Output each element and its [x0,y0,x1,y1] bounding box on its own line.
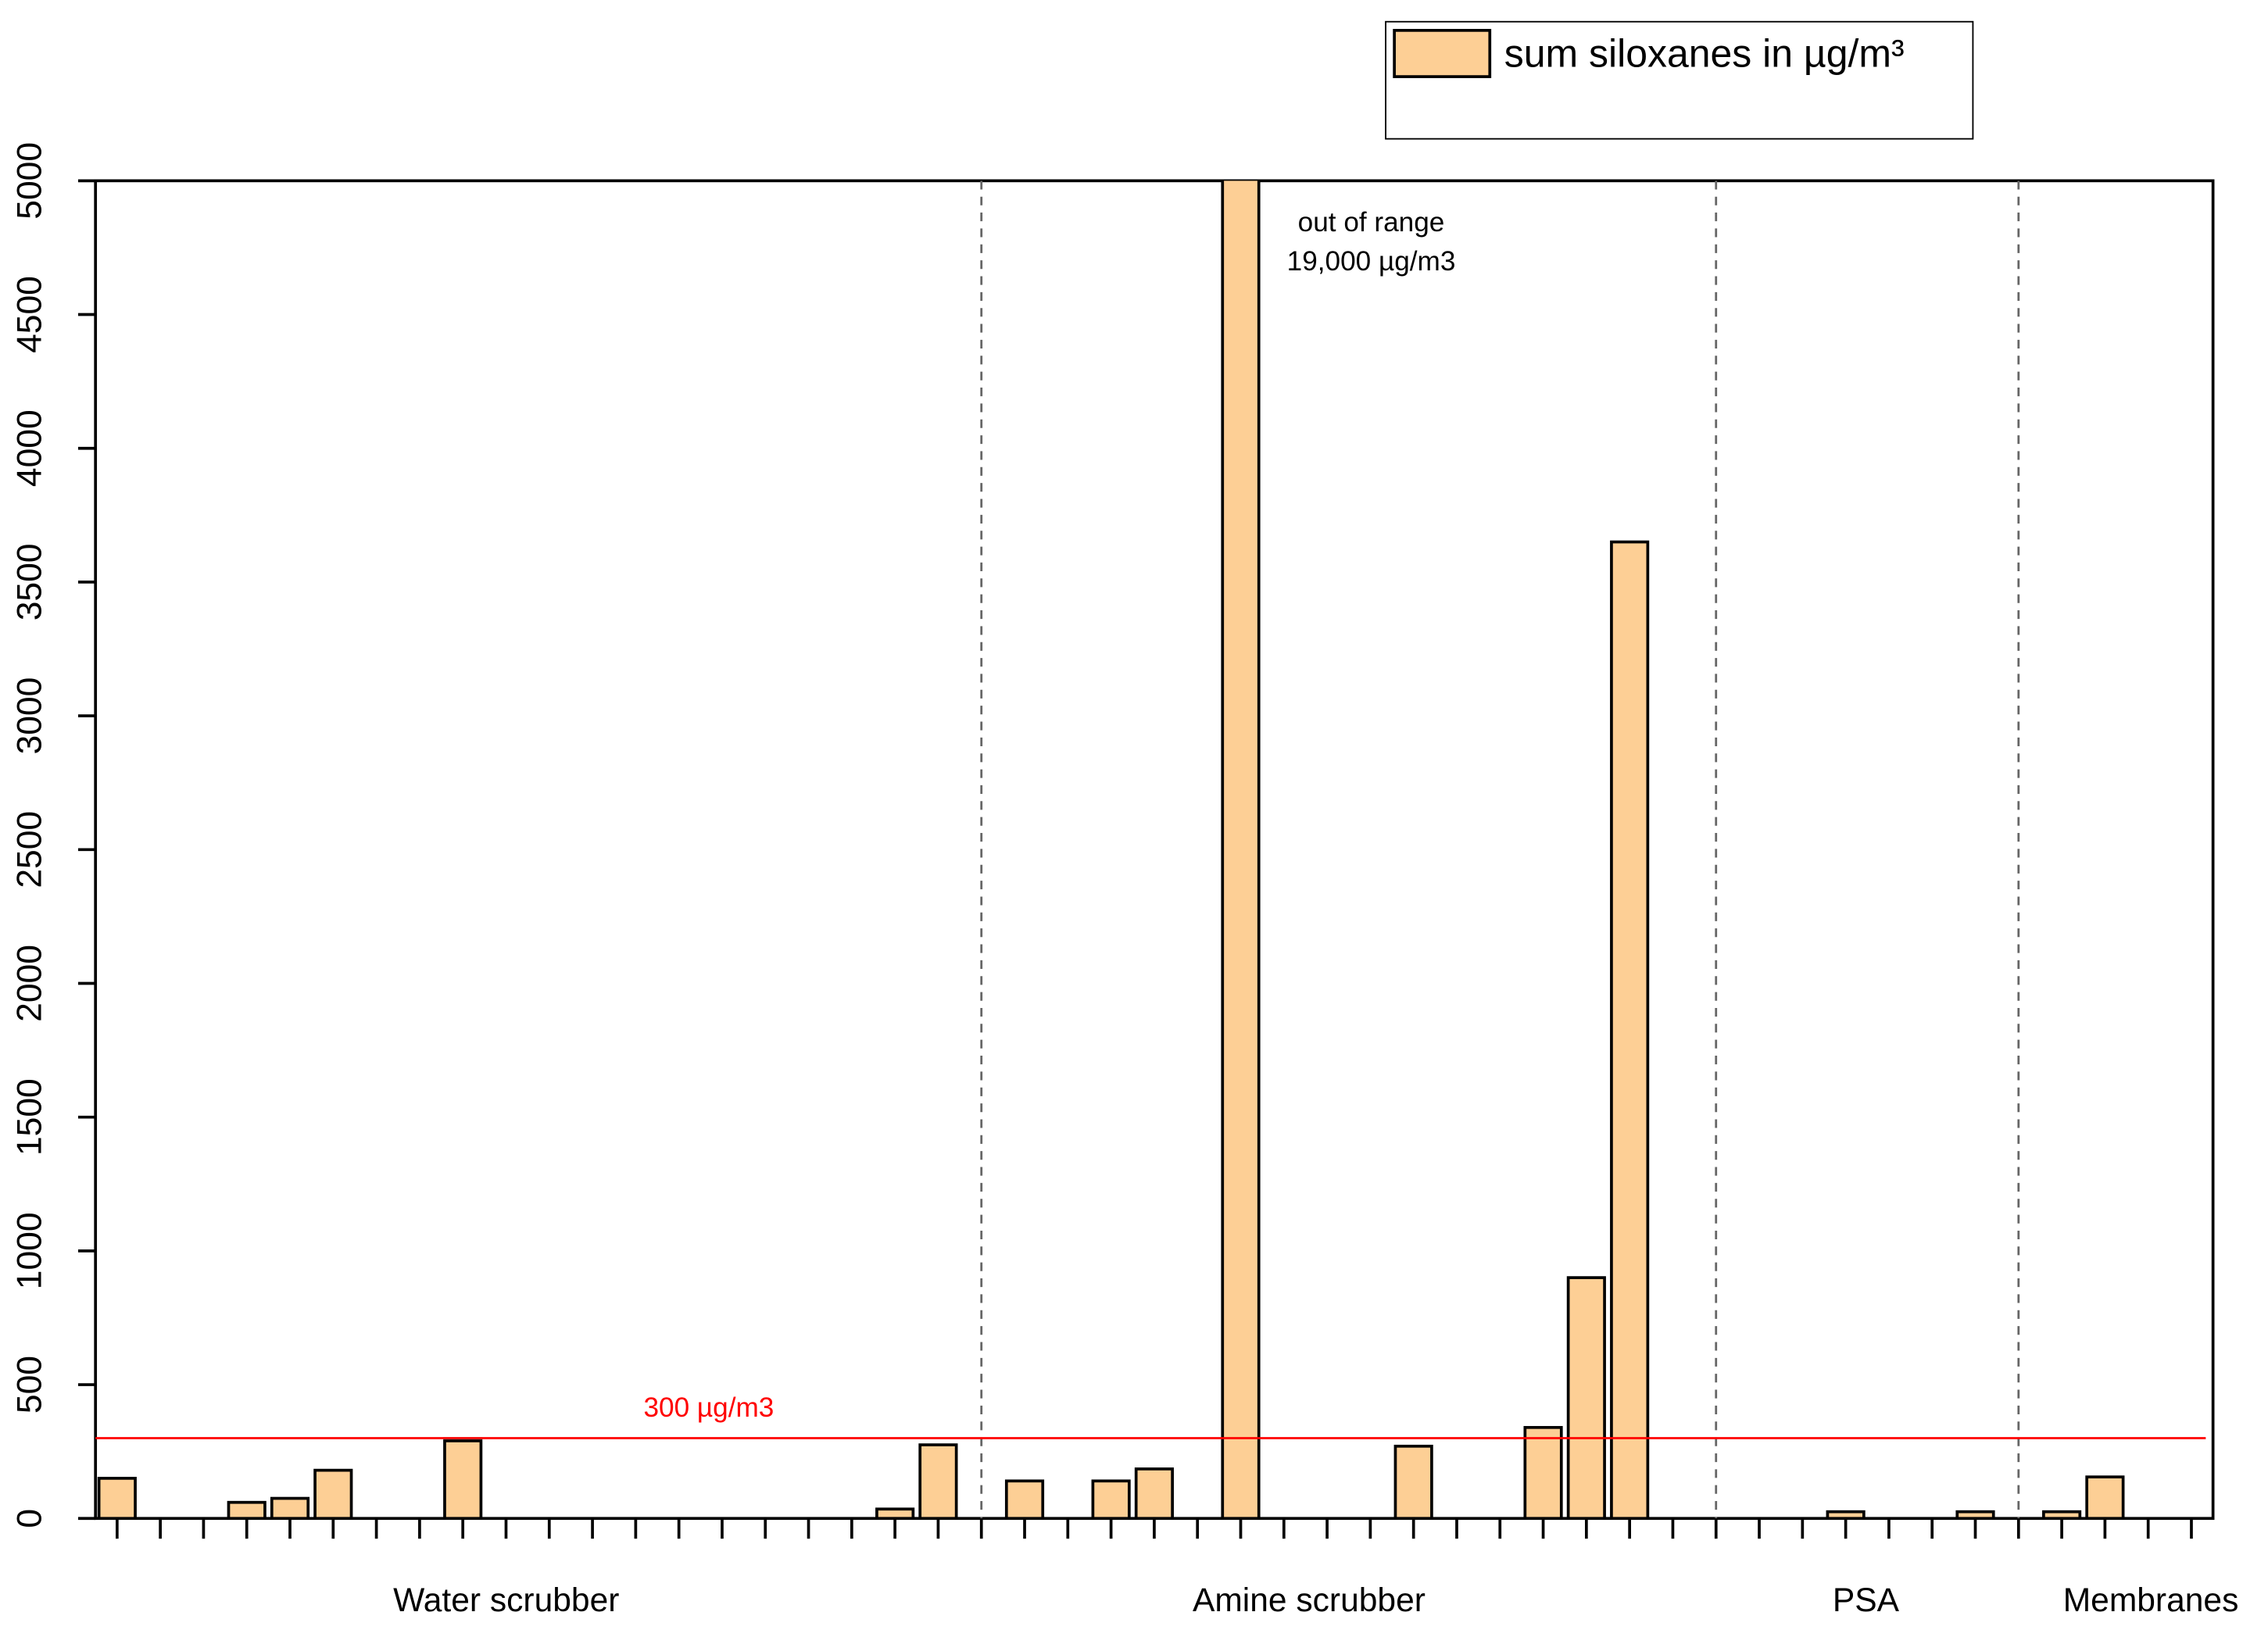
bar [1134,1467,1174,1519]
annotation: out of range [1298,207,1445,238]
bar [1610,540,1650,1519]
bar [1523,1425,1563,1519]
legend-label: sum siloxanes in µg/m³ [1504,31,1905,75]
y-tick-label: 2500 [10,811,48,888]
y-tick-label: 0 [10,1509,48,1528]
group-label: Amine scrubber [1193,1582,1426,1619]
threshold-label: 300 µg/m3 [643,1392,774,1423]
bar [1826,1510,1866,1519]
bar [875,1507,915,1519]
bar [1221,180,1261,1519]
bar [97,1477,137,1519]
bar [443,1439,483,1519]
y-tick-label: 4500 [10,276,48,353]
bar [1091,1479,1131,1519]
group-label: PSA [1833,1582,1900,1619]
y-tick-label: 1000 [10,1212,48,1289]
bar [1004,1479,1045,1519]
bar [313,1468,353,1519]
bar [2085,1475,2125,1519]
y-tick-label: 500 [10,1356,48,1414]
group-label: Membranes [2063,1582,2239,1619]
plot-frame [94,179,2215,1521]
bar [1566,1276,1606,1519]
group-label: Water scrubber [393,1582,619,1619]
y-tick-label: 3500 [10,544,48,621]
bar [2042,1510,2082,1519]
bar [918,1443,958,1519]
legend-swatch [1393,29,1492,78]
bar [270,1496,310,1519]
y-tick-label: 1500 [10,1078,48,1156]
y-tick-label: 5000 [10,142,48,220]
y-tick-label: 3000 [10,677,48,755]
bar [227,1500,267,1519]
bar [1955,1510,1995,1519]
bars [97,180,2125,1519]
annotation: 19,000 µg/m3 [1287,246,1456,277]
y-tick-label: 2000 [10,945,48,1022]
bar [1393,1444,1433,1519]
y-tick-label: 4000 [10,409,48,487]
